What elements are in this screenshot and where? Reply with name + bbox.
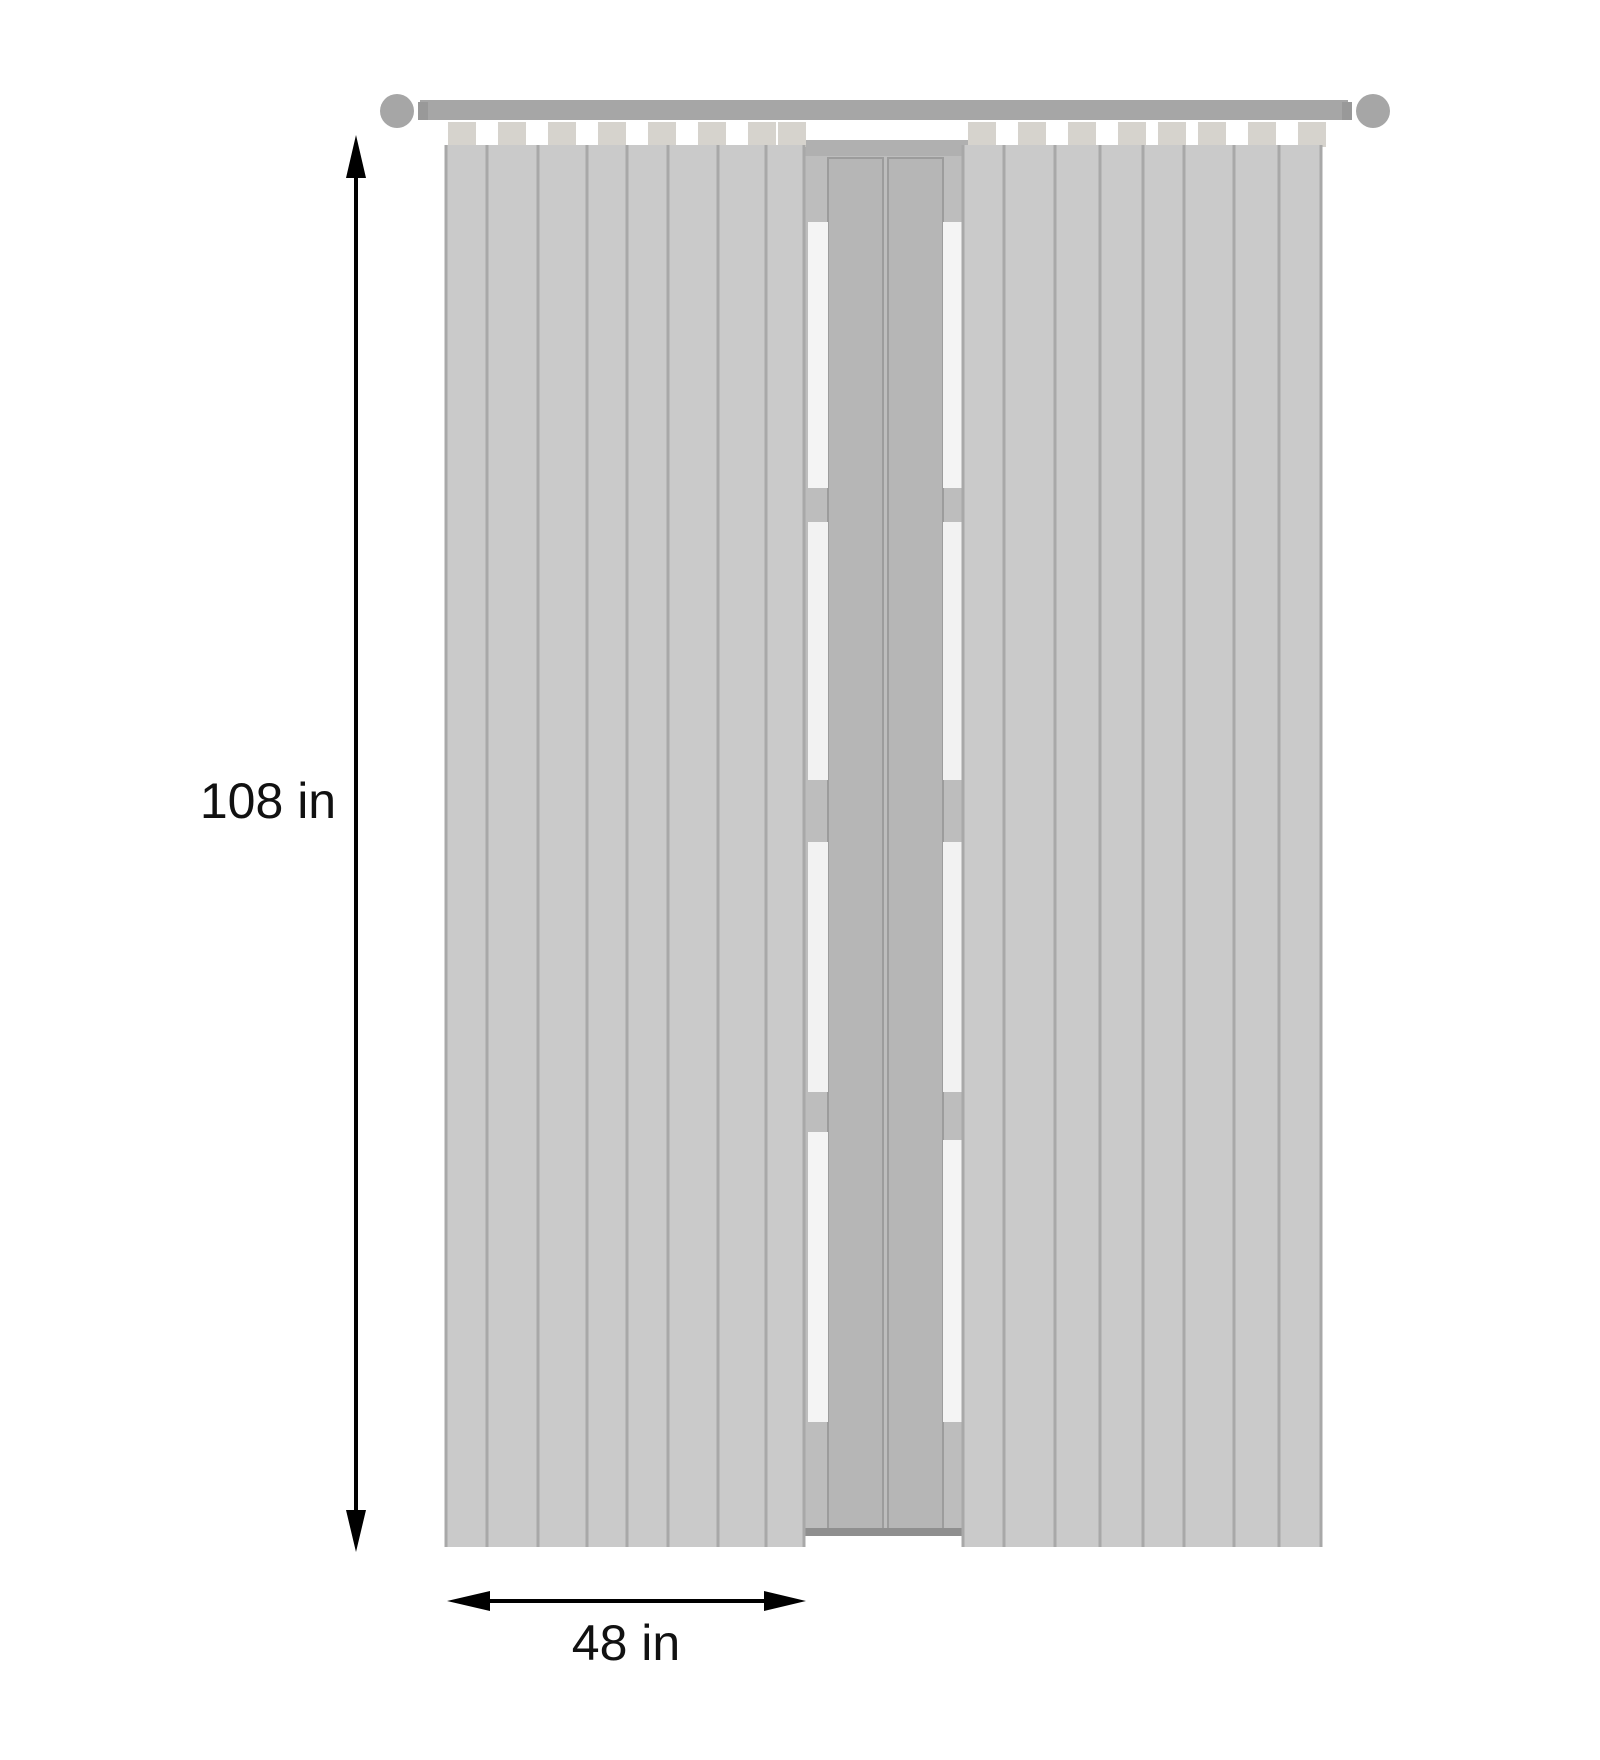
width-dimension-arrow: 48 in — [447, 1591, 806, 1671]
width-arrowhead-right — [764, 1591, 806, 1611]
curtain-rod — [380, 94, 1390, 128]
door-glass-pane — [808, 842, 828, 1092]
rod-collar-left — [418, 102, 428, 120]
curtain-tab — [1198, 122, 1226, 147]
curtain-tab — [1248, 122, 1276, 147]
door-glass-pane — [808, 222, 828, 488]
door-glass-pane — [943, 842, 963, 1092]
curtain-tab — [648, 122, 676, 147]
curtain-panel-left — [444, 145, 806, 1547]
rod-bar — [420, 100, 1348, 120]
curtain-tab — [968, 122, 996, 147]
door-glass-pane — [808, 522, 828, 780]
rod-finial-right — [1356, 94, 1390, 128]
curtain-pleats — [961, 145, 1323, 1547]
curtain-tabs — [448, 122, 1326, 147]
curtain-tab — [448, 122, 476, 147]
curtain-tab — [698, 122, 726, 147]
height-arrowhead-top — [346, 135, 366, 178]
door-glass-pane — [943, 522, 963, 780]
curtain-tab — [1118, 122, 1146, 147]
curtain-tab — [1018, 122, 1046, 147]
curtain-panel-right — [961, 145, 1323, 1547]
rod-finial-left — [380, 94, 414, 128]
door-header — [800, 140, 970, 156]
curtain-pleats — [444, 145, 806, 1547]
rod-collar-right — [1342, 102, 1352, 120]
height-arrowhead-bottom — [346, 1510, 366, 1552]
height-label: 108 in — [200, 773, 336, 829]
curtain-tab — [1298, 122, 1326, 147]
curtain-tab — [1068, 122, 1096, 147]
curtain-tab — [598, 122, 626, 147]
door-background — [800, 140, 970, 1536]
curtain-tab — [778, 122, 806, 147]
curtain-tab — [548, 122, 576, 147]
door-glass-pane — [943, 1140, 963, 1422]
door-glass-pane — [943, 222, 963, 488]
door-threshold — [805, 1528, 965, 1536]
door-leaf-left — [827, 157, 884, 1531]
curtain-tab — [498, 122, 526, 147]
curtain-panel — [445, 145, 805, 1547]
width-label: 48 in — [572, 1615, 680, 1671]
curtain-tab — [748, 122, 776, 147]
curtain-tab — [1158, 122, 1186, 147]
height-dimension-arrow: 108 in — [200, 135, 366, 1552]
width-arrowhead-left — [447, 1591, 490, 1611]
door-glass-pane — [808, 1132, 828, 1422]
door-leaf-right — [887, 157, 944, 1531]
